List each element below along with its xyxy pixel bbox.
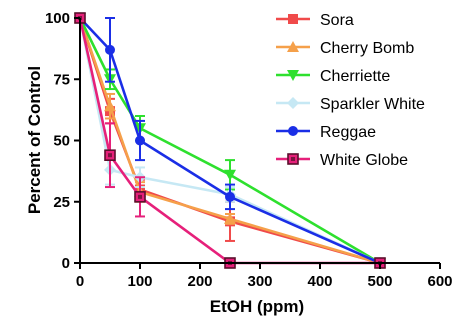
legend-marker — [287, 70, 299, 81]
y-axis-title: Percent of Control — [25, 66, 44, 214]
axes-layer: 0 100 200 300 400 500 600 0 25 50 75 100 — [45, 10, 453, 290]
legend-marker — [287, 41, 299, 52]
x-tick-label: 0 — [76, 273, 84, 290]
data-point-cherry-bomb — [104, 100, 116, 112]
legend-label: Cherriette — [320, 68, 390, 85]
legend: Sora Cherry Bomb Cherriette Sparkler White R… — [276, 12, 425, 169]
legend-marker — [288, 126, 298, 136]
data-point-reggae — [135, 135, 145, 146]
legend-marker — [288, 14, 298, 24]
legend-label: Reggae — [320, 124, 376, 141]
legend-item-reggae: Reggae — [276, 124, 376, 141]
x-tick-label: 100 — [127, 273, 152, 290]
y-tick-label: 25 — [53, 194, 70, 211]
legend-marker — [287, 97, 299, 109]
data-point-reggae — [225, 191, 235, 202]
legend-label: Sora — [320, 12, 354, 29]
legend-item-cherriette: Cherriette — [276, 68, 390, 85]
y-tick-label: 0 — [62, 255, 70, 272]
legend-label: Sparkler White — [320, 96, 425, 113]
y-tick-label: 75 — [53, 71, 70, 88]
legend-label: White Globe — [320, 152, 408, 169]
y-tick-label: 100 — [45, 10, 70, 27]
legend-item-sora: Sora — [276, 12, 354, 29]
legend-item-cherry-bomb: Cherry Bomb — [276, 40, 414, 57]
legend-item-sparkler-white: Sparkler White — [276, 96, 425, 113]
x-axis-title: EtOH (ppm) — [210, 297, 304, 316]
x-tick-label: 300 — [247, 273, 272, 290]
data-point-cherry-bomb — [224, 212, 236, 224]
data-point-reggae — [105, 44, 115, 55]
data-point-white-globe-inner — [108, 153, 112, 158]
legend-marker-inner — [291, 157, 295, 161]
legend-label: Cherry Bomb — [320, 40, 414, 57]
y-tick-label: 50 — [53, 133, 70, 150]
x-tick-label: 400 — [307, 273, 332, 290]
data-point-white-globe-inner — [138, 194, 142, 199]
x-tick-label: 500 — [367, 273, 392, 290]
x-tick-label: 200 — [187, 273, 212, 290]
x-tick-label: 600 — [427, 273, 452, 290]
legend-item-white-globe: White Globe — [276, 152, 408, 169]
data-point-cherriette — [224, 169, 236, 181]
